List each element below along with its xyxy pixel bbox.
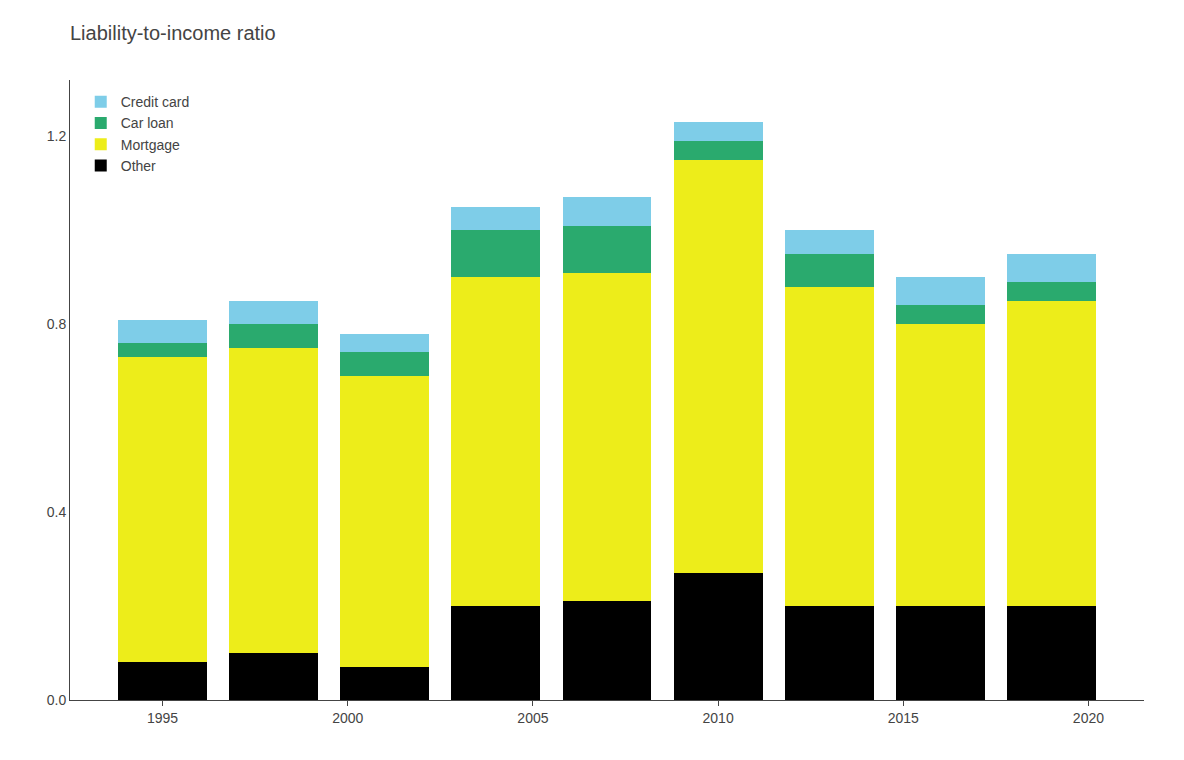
svg-text:Credit card: Credit card bbox=[121, 94, 189, 110]
svg-text:Other: Other bbox=[121, 158, 156, 174]
svg-text:2010: 2010 bbox=[703, 710, 734, 726]
svg-text:2000: 2000 bbox=[332, 710, 363, 726]
svg-text:0.8: 0.8 bbox=[47, 316, 67, 332]
svg-text:1995: 1995 bbox=[147, 710, 178, 726]
svg-text:0.4: 0.4 bbox=[47, 504, 67, 520]
svg-text:2015: 2015 bbox=[888, 710, 919, 726]
svg-text:2020: 2020 bbox=[1073, 710, 1104, 726]
svg-text:1.2: 1.2 bbox=[47, 128, 67, 144]
svg-text:0.0: 0.0 bbox=[47, 692, 67, 708]
svg-text:2005: 2005 bbox=[517, 710, 548, 726]
svg-text:Liability-to-income ratio: Liability-to-income ratio bbox=[70, 22, 276, 44]
svg-text:Mortgage: Mortgage bbox=[121, 137, 180, 153]
svg-text:Car loan: Car loan bbox=[121, 115, 174, 131]
